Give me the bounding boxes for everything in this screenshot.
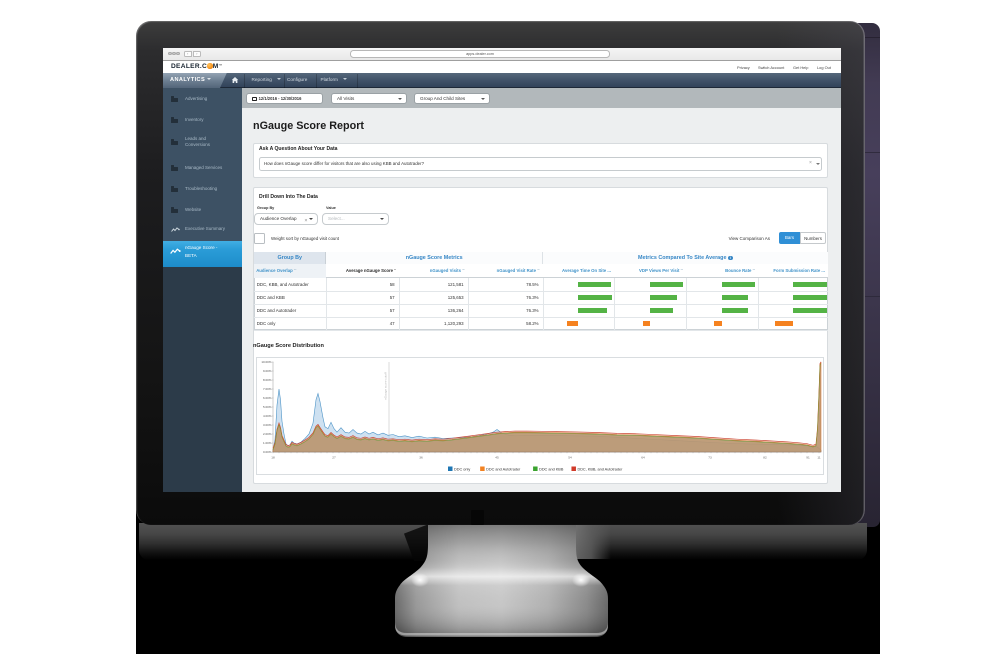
svg-text:27: 27 (332, 456, 336, 460)
svg-text:nGauge score cutoff: nGauge score cutoff (384, 372, 388, 400)
svg-text:0.00%: 0.00% (263, 450, 272, 454)
svg-text:8.00%: 8.00% (263, 378, 272, 382)
svg-text:45: 45 (495, 456, 499, 460)
svg-text:DDC and KBB: DDC and KBB (539, 467, 564, 471)
svg-text:DDC only: DDC only (454, 467, 470, 471)
svg-text:64: 64 (641, 456, 645, 460)
svg-text:10.00%: 10.00% (261, 360, 272, 364)
svg-text:2.00%: 2.00% (263, 432, 272, 436)
svg-text:36: 36 (419, 456, 423, 460)
svg-text:11: 11 (817, 456, 820, 460)
svg-text:5.00%: 5.00% (263, 405, 272, 409)
svg-text:82: 82 (763, 456, 767, 460)
svg-text:6.00%: 6.00% (263, 396, 272, 400)
svg-text:91: 91 (806, 456, 810, 460)
svg-text:DDC, KBB, and Autotrader: DDC, KBB, and Autotrader (577, 467, 623, 471)
svg-text:9.00%: 9.00% (263, 369, 272, 373)
svg-text:54: 54 (568, 456, 572, 460)
svg-text:4.00%: 4.00% (263, 414, 272, 418)
svg-text:1.00%: 1.00% (263, 441, 272, 445)
svg-text:7.00%: 7.00% (263, 387, 272, 391)
svg-text:3.00%: 3.00% (263, 423, 272, 427)
svg-text:73: 73 (708, 456, 712, 460)
svg-text:18: 18 (271, 456, 275, 460)
svg-text:DDC and Autotrader: DDC and Autotrader (486, 467, 521, 471)
